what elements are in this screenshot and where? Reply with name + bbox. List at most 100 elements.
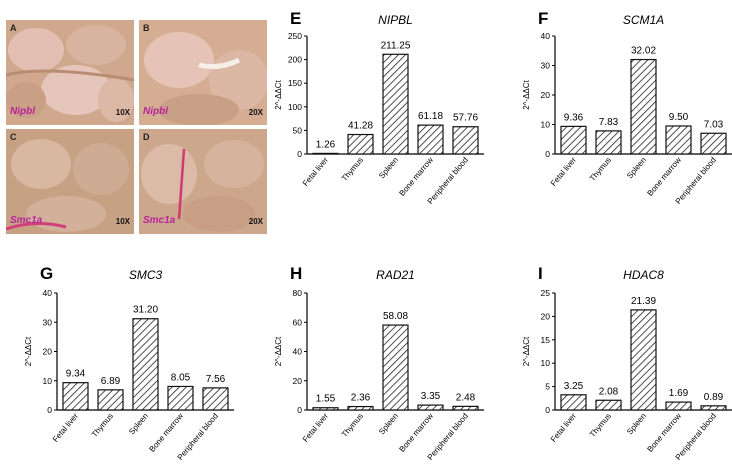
image-gene-label: Nipbl	[10, 106, 35, 117]
category-label: Bone marrow	[646, 411, 684, 453]
bar	[382, 324, 409, 411]
histology-image-a: A Nipbl 10X	[6, 20, 134, 125]
category-label: Spleen	[127, 412, 150, 437]
y-tick-label: 150	[288, 78, 302, 88]
bar	[312, 407, 339, 411]
value-label: 1.69	[669, 388, 689, 399]
panel-letter: F	[538, 9, 548, 28]
bar	[700, 405, 727, 411]
bar	[700, 132, 727, 155]
tissue-texture	[6, 20, 134, 125]
value-label: 32.02	[631, 46, 656, 57]
bar	[132, 318, 159, 411]
bar	[595, 130, 622, 155]
panel-letter: I	[538, 264, 543, 283]
value-label: 41.28	[348, 121, 373, 132]
value-label: 21.39	[631, 296, 656, 307]
histology-image-b: B Nipbl 20X	[139, 20, 267, 125]
panel-letter: H	[290, 264, 302, 283]
y-tick-label: 10	[541, 120, 551, 130]
histology-image-d: D Smc1a 20X	[139, 129, 267, 234]
bar	[417, 404, 444, 411]
image-magnification: 10X	[115, 108, 130, 117]
y-axis-label: 2^-ΔΔCt	[274, 336, 283, 366]
y-tick-label: 15	[541, 335, 551, 345]
y-axis-label: 2^-ΔΔCt	[24, 336, 33, 366]
bar	[347, 133, 374, 155]
y-tick-label: 10	[541, 358, 551, 368]
y-tick-label: 50	[293, 125, 303, 135]
value-label: 2.08	[599, 386, 619, 397]
image-letter: B	[143, 23, 150, 33]
chart-title: HDAC8	[623, 268, 664, 282]
bar	[630, 58, 657, 155]
y-tick-label: 10	[43, 376, 53, 386]
y-tick-label: 30	[541, 61, 551, 71]
bar	[452, 405, 479, 411]
category-label: Fetal liver	[301, 155, 330, 188]
chart-g: G SMC3 2^-ΔΔCt 0 10 20 30 40 9.34 Fetal liver 6.89…	[24, 264, 234, 462]
value-label: 1.26	[316, 139, 336, 150]
image-magnification: 20X	[248, 217, 263, 226]
y-axis-label: 2^-ΔΔCt	[274, 79, 283, 109]
image-letter: C	[10, 132, 17, 142]
category-label: Fetal liver	[301, 411, 330, 444]
y-tick-label: 60	[293, 317, 303, 327]
category-label: Spleen	[377, 412, 400, 437]
value-label: 9.36	[564, 112, 584, 123]
chart-title: RAD21	[376, 268, 415, 282]
value-label: 2.36	[351, 393, 371, 404]
category-label: Bone marrow	[398, 155, 436, 197]
bar	[97, 389, 124, 411]
value-label: 9.50	[669, 112, 689, 123]
tissue-texture	[6, 129, 134, 234]
y-tick-label: 0	[47, 405, 52, 415]
value-label: 7.83	[599, 117, 619, 128]
bar	[417, 124, 444, 155]
value-label: 57.76	[453, 113, 478, 124]
value-label: 6.89	[101, 376, 121, 387]
panel-letter: E	[290, 9, 301, 28]
category-label: Fetal liver	[549, 411, 578, 444]
y-tick-label: 20	[293, 376, 303, 386]
bar	[452, 126, 479, 155]
bar	[62, 382, 89, 411]
bar	[312, 152, 339, 155]
image-gene-label: Nipbl	[143, 106, 168, 117]
y-tick-label: 5	[545, 382, 550, 392]
bar	[560, 125, 587, 155]
value-label: 7.56	[206, 374, 226, 385]
chart-title: SCM1A	[623, 13, 664, 27]
category-label: Spleen	[377, 156, 400, 181]
y-tick-label: 20	[43, 347, 53, 357]
y-tick-label: 0	[297, 149, 302, 159]
y-axis-label: 2^-ΔΔCt	[522, 336, 531, 366]
bar	[202, 387, 229, 411]
value-label: 211.25	[381, 40, 411, 51]
value-label: 58.08	[383, 311, 408, 322]
image-magnification: 10X	[115, 217, 130, 226]
value-label: 8.05	[171, 372, 191, 383]
histology-image-c: C Smc1a 10X	[6, 129, 134, 234]
image-gene-label: Smc1a	[10, 215, 43, 226]
value-label: 7.03	[704, 119, 724, 130]
category-label: Thymus	[340, 156, 365, 184]
value-label: 0.89	[704, 392, 724, 403]
category-label: Bone marrow	[148, 411, 186, 453]
image-magnification: 20X	[248, 108, 263, 117]
bar	[167, 385, 194, 411]
y-tick-label: 40	[541, 31, 551, 41]
chart-title: NIPBL	[378, 13, 413, 27]
tissue-texture	[139, 20, 267, 125]
value-label: 3.25	[564, 381, 584, 392]
image-letter: D	[143, 132, 150, 142]
chart-e: E NIPBL 2^-ΔΔCt 0 50 100 150 200 250 1.26 Fetal li…	[274, 9, 484, 206]
category-label: Thymus	[588, 412, 613, 440]
chart-h: H RAD21 2^-ΔΔCt 0 20 40 60 80 1.55 Fetal liver 2.3…	[274, 264, 484, 462]
y-tick-label: 0	[545, 405, 550, 415]
bar	[665, 125, 692, 155]
y-axis-label: 2^-ΔΔCt	[522, 79, 531, 109]
category-label: Thymus	[588, 156, 613, 184]
y-tick-label: 40	[43, 288, 53, 298]
